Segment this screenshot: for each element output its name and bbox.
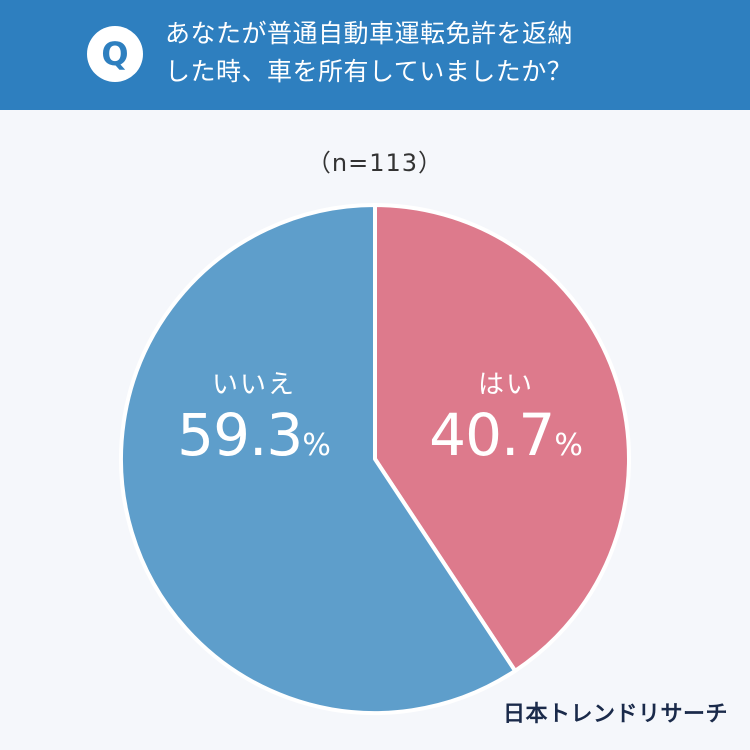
slice-value-yes-number: 40.7 <box>429 401 555 469</box>
slice-value-no-number: 59.3 <box>177 401 303 469</box>
slice-label-no: いいえ 59.3% <box>134 370 374 481</box>
question-line-1: あなたが普通自動車運転免許を返納 <box>165 19 574 48</box>
slice-value-yes-unit: % <box>554 428 583 463</box>
slice-value-no: 59.3% <box>134 400 374 481</box>
slice-name-no: いいえ <box>211 370 296 400</box>
slice-label-yes: はい 40.7% <box>386 370 626 481</box>
pie-slice-no <box>119 203 518 715</box>
slice-value-no-unit: % <box>302 428 331 463</box>
slice-value-yes: 40.7% <box>386 400 626 481</box>
question-text: あなたが普通自動車運転免許を返納 した時、車を所有していましたか？ <box>165 15 725 91</box>
sample-size: （n=113） <box>306 149 444 177</box>
slice-name-yes: はい <box>477 370 534 400</box>
brand-logo: 日本トレンドリサーチ <box>502 702 728 727</box>
question-line-2: した時、車を所有していましたか？ <box>165 57 573 86</box>
question-header: Q あなたが普通自動車運転免許を返納 した時、車を所有していましたか？ <box>0 0 750 110</box>
question-badge: Q <box>87 26 143 82</box>
